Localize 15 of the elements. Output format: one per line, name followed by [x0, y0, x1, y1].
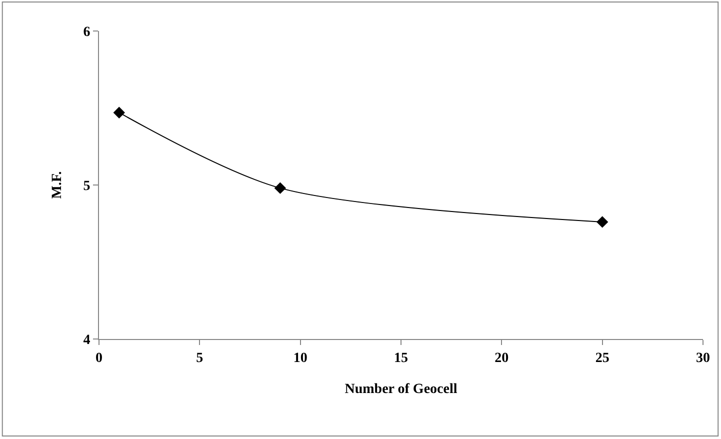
y-tick-label: 5: [83, 178, 90, 194]
x-tick-label: 0: [96, 350, 102, 366]
point: [113, 106, 125, 118]
x-tick-label: 20: [494, 350, 509, 366]
y-tick-label: 4: [83, 332, 90, 348]
x-tick-label: 5: [196, 350, 204, 366]
x-axis-title: Number of Geocell: [344, 382, 458, 398]
x-tick-label: 30: [696, 350, 710, 366]
y-axis-title: M.F.: [50, 171, 65, 199]
y-tick-label: 6: [83, 24, 90, 40]
x-tick-label: 10: [293, 350, 308, 366]
point: [274, 182, 286, 194]
x-tick-label: 25: [595, 350, 610, 366]
x-tick-label: 15: [394, 350, 408, 366]
point: [596, 216, 608, 228]
